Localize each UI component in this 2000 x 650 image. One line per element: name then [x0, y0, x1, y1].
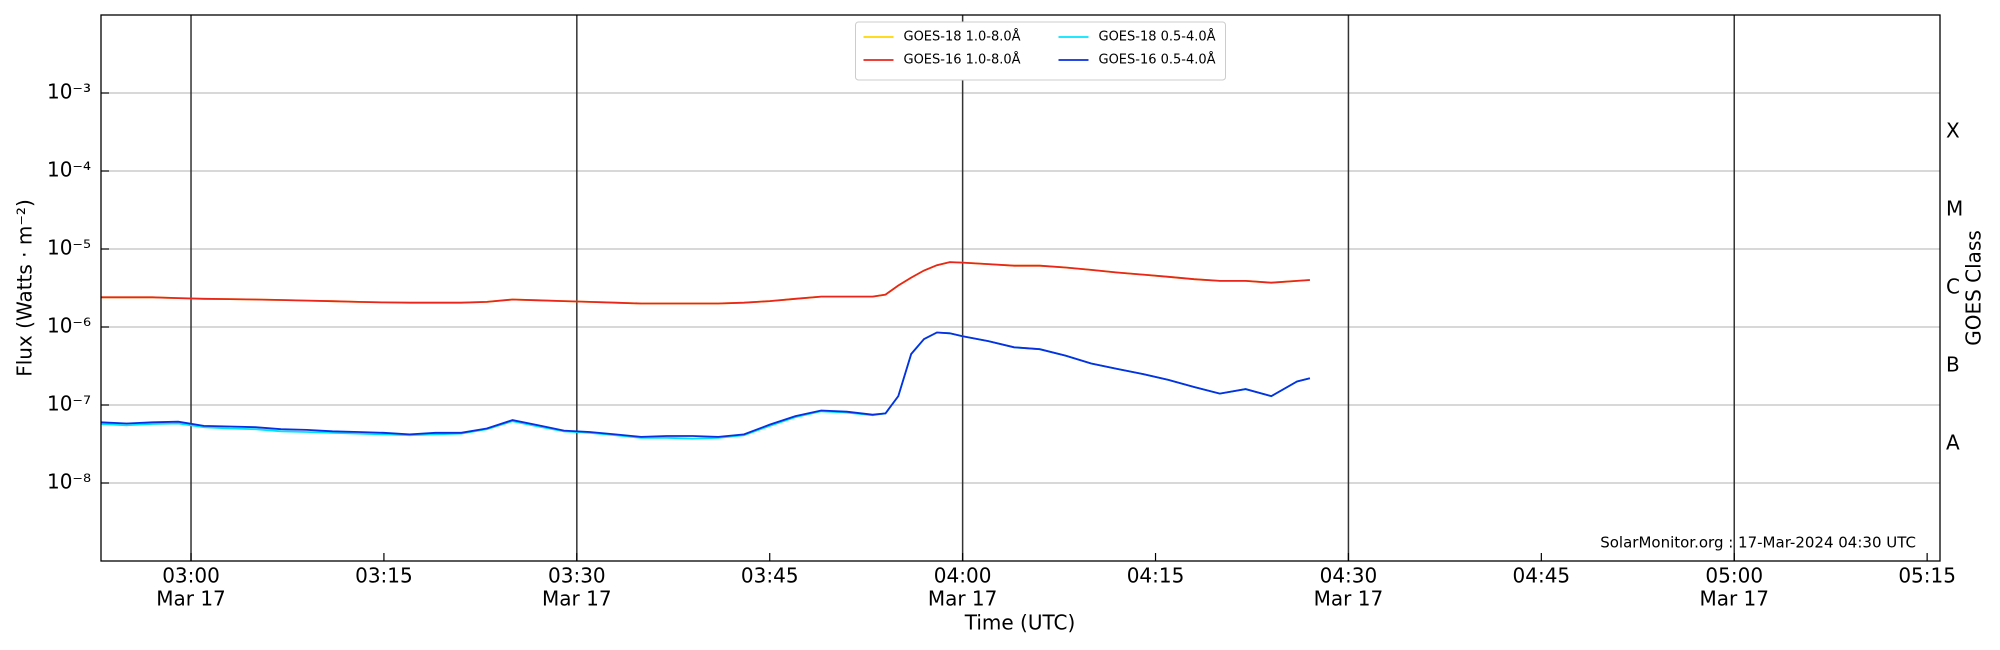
x-tick-sublabel: Mar 17 [156, 587, 226, 611]
y2-tick-label: C [1946, 275, 1960, 299]
series-line [100, 331, 1311, 440]
x-tick-label: 04:30 [1320, 564, 1378, 588]
legend-label: GOES-18 0.5-4.0Å [1099, 29, 1216, 45]
legend-label: GOES-16 0.5-4.0Å [1099, 52, 1216, 68]
y-tick-label: 10⁻⁵ [47, 236, 91, 260]
legend: GOES-18 1.0-8.0Å GOES-16 1.0-8.0Å GOES-18 … [855, 21, 1226, 81]
y2-tick-label: A [1946, 431, 1960, 455]
y-tick-label: 10⁻⁷ [47, 392, 91, 416]
x-tick-label: 04:45 [1513, 564, 1571, 588]
series-line [101, 261, 1310, 305]
x-tick-sublabel: Mar 17 [1314, 587, 1384, 611]
y-tick-label: 10⁻³ [47, 80, 91, 104]
x-tick-label: 03:45 [741, 564, 799, 588]
series-line [100, 331, 1311, 438]
y-tick-label: 10⁻⁶ [47, 314, 91, 338]
annotation: SolarMonitor.org : 17-Mar-2024 04:30 UTC [1600, 534, 1916, 552]
legend-label: GOES-18 1.0-8.0Å [904, 29, 1021, 45]
legend-box [855, 21, 1226, 81]
x-axis-label: Time (UTC) [964, 611, 1076, 635]
legend-label: GOES-16 1.0-8.0Å [904, 52, 1021, 68]
y-axis-label: Flux (Watts · m⁻²) [13, 199, 37, 377]
x-tick-label: 03:00 [162, 564, 220, 588]
y2-tick-label: B [1946, 353, 1960, 377]
x-tick-label: 03:30 [548, 564, 606, 588]
x-tick-label: 03:15 [355, 564, 413, 588]
x-tick-label: 05:15 [1898, 564, 1956, 588]
y2-axis-label: GOES Class [1962, 230, 1986, 346]
y2-tick-label: M [1946, 197, 1963, 221]
y2-tick-label: X [1946, 119, 1960, 143]
y-tick-label: 10⁻⁸ [47, 470, 91, 494]
x-tick-sublabel: Mar 17 [1699, 587, 1769, 611]
x-tick-sublabel: Mar 17 [928, 587, 998, 611]
plot-frame [100, 14, 1941, 562]
x-tick-label: 04:15 [1127, 564, 1185, 588]
x-tick-label: 04:00 [934, 564, 992, 588]
y-tick-label: 10⁻⁴ [47, 158, 91, 182]
series-line [101, 261, 1310, 305]
x-tick-label: 05:00 [1705, 564, 1763, 588]
x-tick-sublabel: Mar 17 [542, 587, 612, 611]
